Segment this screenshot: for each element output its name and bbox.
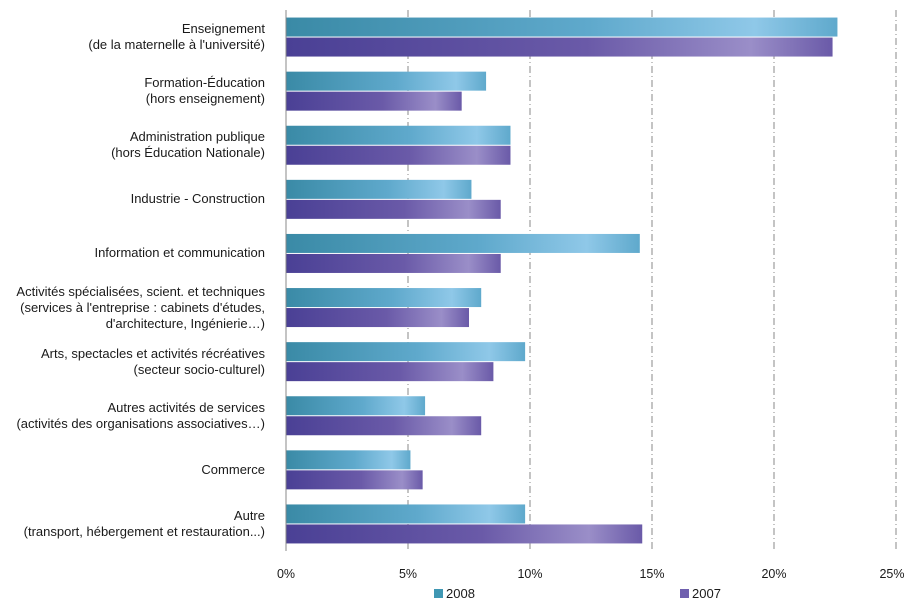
x-tick-label: 15%	[639, 567, 665, 581]
bar-2007	[286, 37, 833, 57]
category-label-line: Information et communication	[94, 245, 265, 261]
category-label: Autre (transport, hébergement et restaura…	[24, 508, 265, 540]
bar-2008	[286, 71, 487, 91]
category-label-line: d'architecture, Ingénierie…)	[105, 315, 265, 331]
legend: 2008 2007	[0, 586, 909, 602]
category-label: Autres activités de services (activités d…	[16, 400, 265, 432]
bar-2008	[286, 450, 411, 470]
legend-swatch-2008	[434, 589, 443, 598]
category-label: Activités spécialisées, scient. et techn…	[16, 284, 265, 332]
category-label-line: Administration publique	[129, 129, 265, 145]
legend-item-2007: 2007	[680, 586, 721, 602]
legend-swatch-2007	[680, 589, 689, 598]
category-label-line: Arts, spectacles et activités récréative…	[41, 345, 265, 361]
bar-2007	[286, 199, 501, 219]
category-label: Information et communication	[94, 245, 265, 261]
bar-2008	[286, 17, 838, 37]
category-label-line: (activités des organisations associative…	[16, 415, 265, 431]
category-label: Arts, spectacles et activités récréative…	[41, 346, 265, 378]
bar-2008	[286, 125, 511, 145]
category-label-line: Formation-Éducation	[144, 75, 265, 91]
category-label: Commerce	[201, 462, 265, 478]
x-tick-label: 25%	[879, 567, 905, 581]
category-label-line: (de la maternelle à l'université)	[88, 37, 265, 53]
bar-2007	[286, 362, 494, 382]
x-tick-label: 0%	[276, 567, 296, 581]
category-label-line: (secteur socio-culturel)	[133, 361, 266, 377]
category-label-line: Autres activités de services	[107, 399, 265, 415]
bar-2008	[286, 342, 526, 362]
x-tick-label: 10%	[517, 567, 543, 581]
category-label-line: Enseignement	[181, 21, 265, 37]
category-label-line: Autre	[233, 507, 265, 523]
bar-2008	[286, 396, 426, 416]
x-tick-label: 5%	[398, 567, 418, 581]
category-label: Administration publique (hors Éducation N…	[111, 129, 265, 161]
legend-label-2008: 2008	[446, 586, 475, 601]
legend-item-2008: 2008	[434, 586, 475, 602]
bar-2007	[286, 145, 511, 165]
bar-2007	[286, 416, 482, 436]
category-label-line: Activités spécialisées, scient. et techn…	[16, 283, 265, 299]
bar-2007	[286, 524, 643, 544]
category-label: Enseignement (de la maternelle à l'univer…	[88, 21, 265, 53]
bar-2008	[286, 233, 640, 253]
bar-2007	[286, 91, 462, 111]
category-label-line: (hors Éducation Nationale)	[111, 145, 265, 161]
category-label-line: Commerce	[201, 461, 265, 477]
bar-2007	[286, 253, 501, 273]
bar-2008	[286, 179, 472, 199]
category-label-line: Industrie - Construction	[130, 191, 265, 207]
category-label-line: (services à l'entreprise : cabinets d'ét…	[20, 299, 265, 315]
bar-2008	[286, 288, 482, 308]
category-label: Industrie - Construction	[131, 191, 265, 207]
bar-2008	[286, 504, 526, 524]
legend-label-2007: 2007	[692, 586, 721, 601]
x-tick-label: 20%	[761, 567, 787, 581]
bar-2007	[286, 308, 469, 328]
category-label-line: (hors enseignement)	[145, 91, 265, 107]
category-label-line: (transport, hébergement et restauration.…	[23, 523, 265, 539]
bar-2007	[286, 470, 423, 490]
category-label: Formation-Éducation (hors enseignement)	[144, 75, 265, 107]
